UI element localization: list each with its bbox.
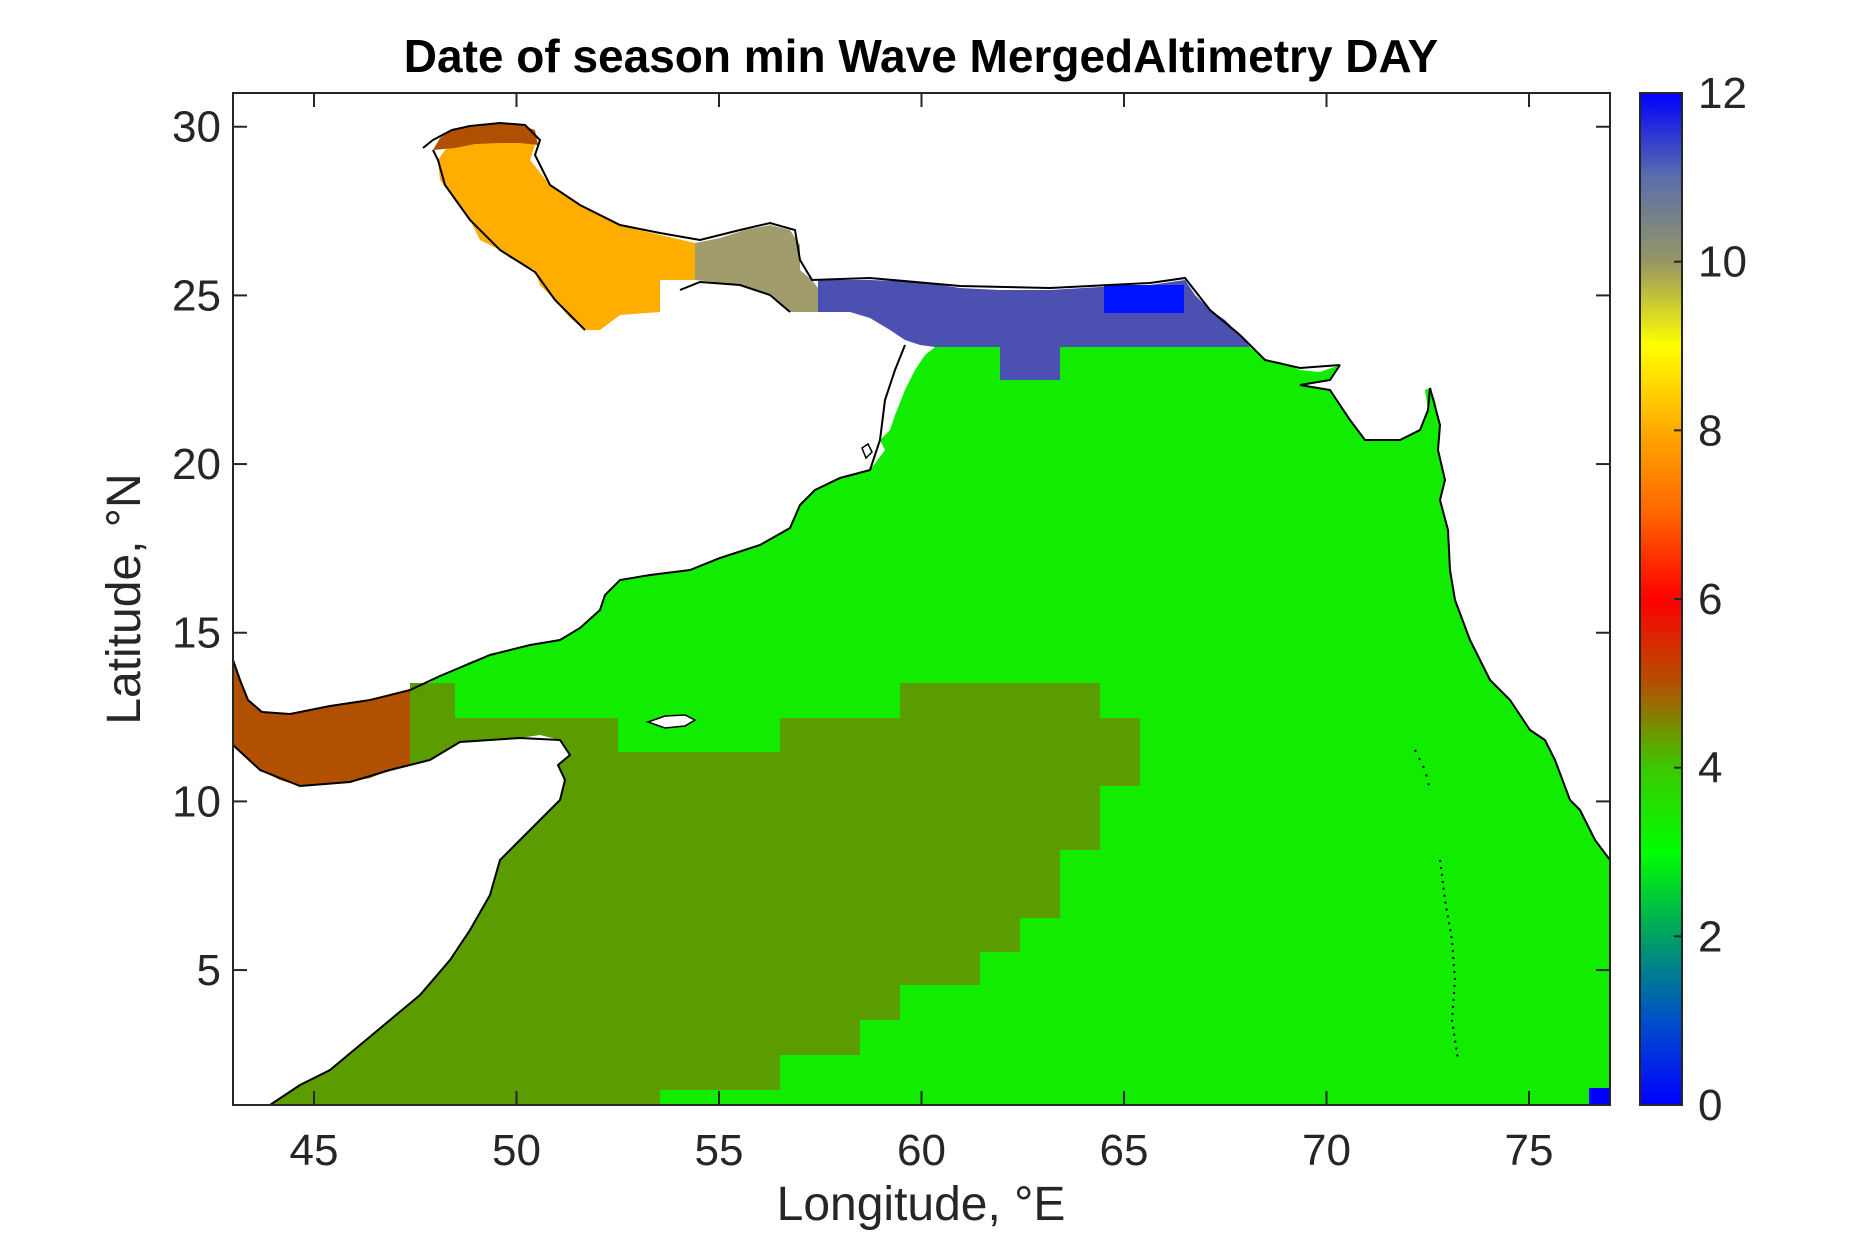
lakshadweep-atolls [1414, 749, 1431, 791]
colorbar-tick-label: 8 [1698, 406, 1722, 455]
plot-area: 45 50 55 60 65 70 75 5 10 15 20 25 30 [172, 92, 1611, 1175]
colorbar-tick-label: 4 [1698, 744, 1722, 793]
y-axis: 5 10 15 20 25 30 [172, 103, 1610, 995]
colorbar: 0 2 4 6 8 10 12 [1639, 69, 1747, 1130]
y-tick-label: 5 [197, 946, 221, 995]
coastline [233, 121, 1610, 1105]
x-axis-label: Longitude, °E [777, 1178, 1066, 1231]
region-gulf-of-aden [270, 683, 1140, 1105]
colorbar-tick-label: 0 [1698, 1081, 1722, 1130]
colorbar-tick-label: 6 [1698, 575, 1722, 624]
x-axis: 45 50 55 60 65 70 75 [290, 93, 1554, 1175]
island-socotra [645, 714, 697, 729]
region-pakistan-box [1104, 285, 1184, 313]
x-tick-label: 75 [1505, 1126, 1554, 1175]
sea-regions [233, 123, 1610, 1105]
region-persian-gulf [438, 137, 695, 330]
y-tick-label: 10 [172, 777, 221, 826]
coastline-persian-gulf [422, 121, 1341, 370]
coastline-horn-of-africa [233, 736, 572, 1105]
x-tick-label: 45 [290, 1126, 339, 1175]
colorbar-tick-label: 10 [1698, 238, 1747, 287]
colorbar-tick-label: 2 [1698, 912, 1722, 961]
x-tick-label: 60 [897, 1126, 946, 1175]
y-tick-label: 20 [172, 440, 221, 489]
chart-title: Date of season min Wave MergedAltimetry … [404, 30, 1438, 82]
colorbar-tick-label: 12 [1698, 69, 1747, 118]
y-axis-label: Latitude, °N [98, 473, 151, 724]
coastline-oman [679, 280, 791, 313]
x-tick-label: 50 [492, 1126, 541, 1175]
x-tick-label: 55 [695, 1126, 744, 1175]
region-arabian-sea [410, 347, 1610, 1105]
region-strait-of-hormuz [695, 225, 818, 312]
coastline-india [1299, 364, 1610, 861]
region-red-sea [233, 660, 410, 786]
colorbar-ticks: 0 2 4 6 8 10 12 [1674, 69, 1747, 1130]
y-tick-label: 30 [172, 103, 221, 152]
coastline-arabia [432, 149, 586, 331]
region-se-corner-cell [1589, 1088, 1610, 1105]
y-tick-label: 25 [172, 271, 221, 320]
island-masirah [861, 442, 873, 460]
y-tick-label: 15 [172, 609, 221, 658]
x-tick-label: 65 [1100, 1126, 1149, 1175]
region-northern-gulf [433, 123, 538, 150]
x-tick-label: 70 [1302, 1126, 1351, 1175]
coastline-arabian-sea-west [233, 344, 906, 716]
